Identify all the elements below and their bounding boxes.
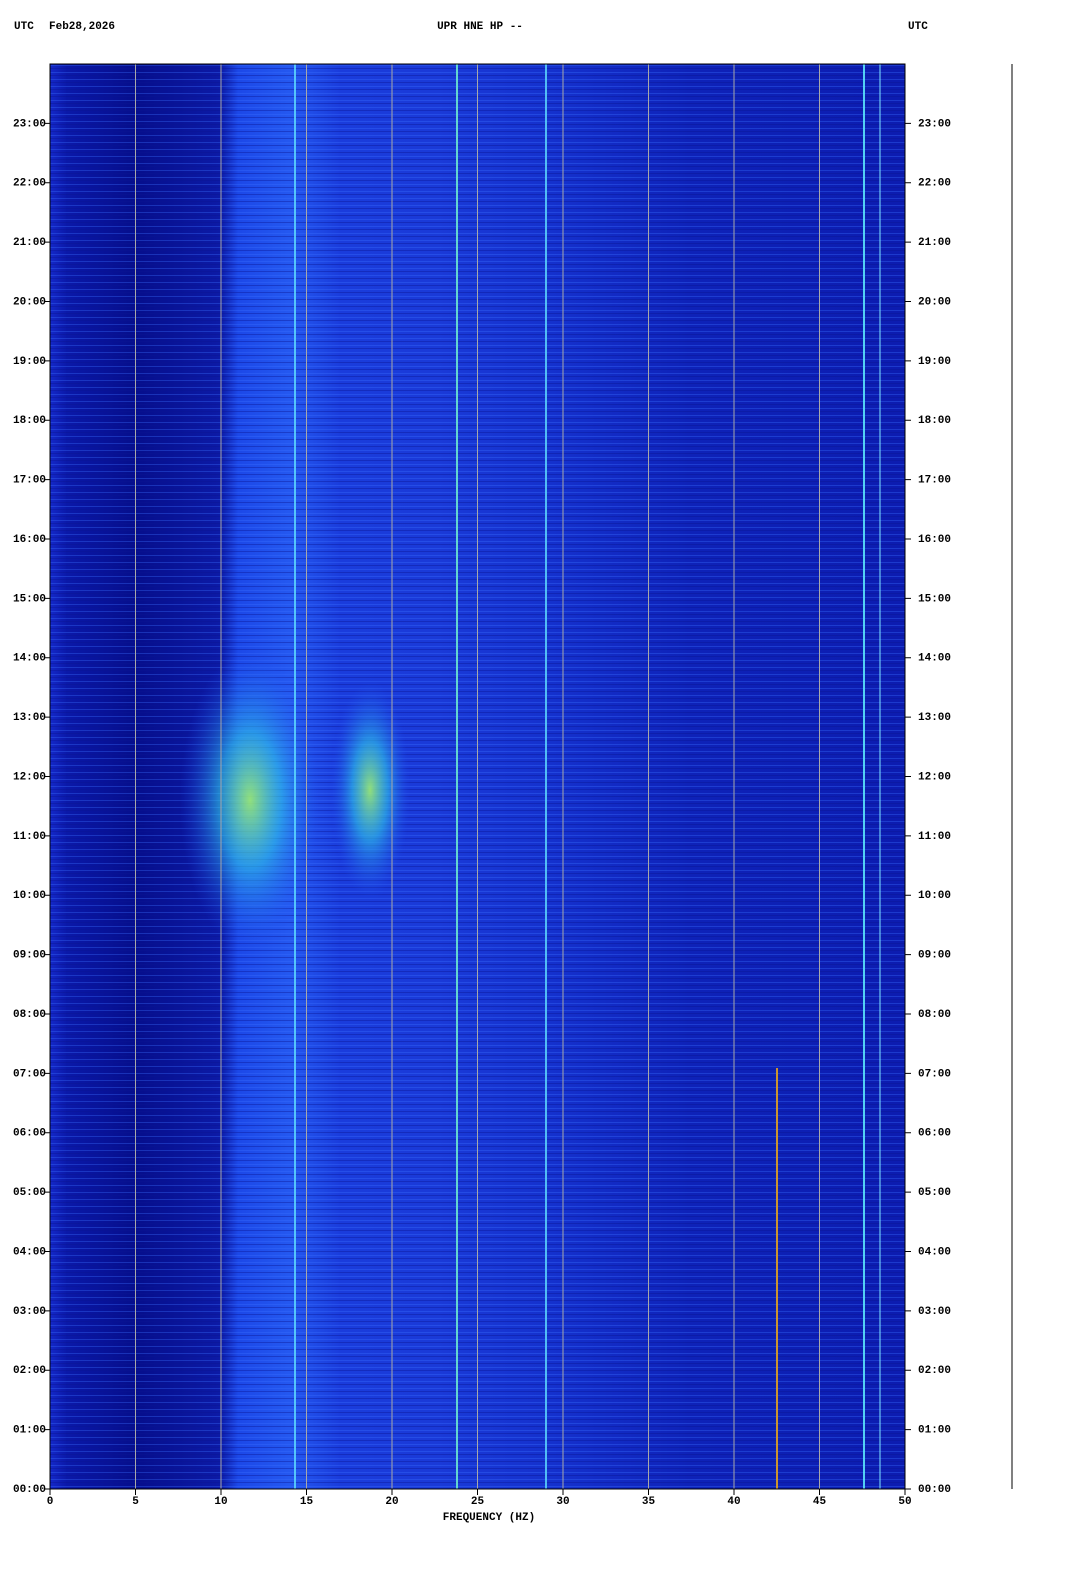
y-tick-label: 20:00 xyxy=(13,296,46,308)
x-tick-label: 45 xyxy=(813,1496,827,1508)
y-tick-label-right: 00:00 xyxy=(918,1484,951,1496)
y-tick-label-right: 01:00 xyxy=(918,1425,951,1437)
y-tick-label: 02:00 xyxy=(13,1365,46,1377)
y-tick-label-right: 10:00 xyxy=(918,890,951,902)
spectral-line xyxy=(545,64,547,1489)
spectral-line xyxy=(776,1068,778,1489)
y-tick-label-right: 23:00 xyxy=(918,118,951,130)
y-tick-label-right: 13:00 xyxy=(918,712,951,724)
y-tick-label: 14:00 xyxy=(13,653,46,665)
y-tick-label: 09:00 xyxy=(13,950,46,962)
y-tick-label-right: 22:00 xyxy=(918,178,951,190)
y-tick-label-right: 15:00 xyxy=(918,593,951,605)
y-tick-label: 18:00 xyxy=(13,415,46,427)
spectral-line xyxy=(456,64,458,1489)
x-axis-label: FREQUENCY (HZ) xyxy=(443,1512,535,1524)
y-tick-label-right: 05:00 xyxy=(918,1187,951,1199)
y-tick-label: 05:00 xyxy=(13,1187,46,1199)
y-tick-label: 04:00 xyxy=(13,1246,46,1258)
header-left: UTC xyxy=(14,21,34,33)
y-tick-label-right: 17:00 xyxy=(918,475,951,487)
y-tick-label-right: 06:00 xyxy=(918,1128,951,1140)
x-tick-label: 5 xyxy=(132,1496,139,1508)
y-tick-label-right: 03:00 xyxy=(918,1306,951,1318)
x-tick-label: 10 xyxy=(214,1496,227,1508)
y-tick-label-right: 18:00 xyxy=(918,415,951,427)
x-tick-label: 20 xyxy=(385,1496,398,1508)
x-tick-label: 0 xyxy=(47,1496,54,1508)
x-tick-label: 25 xyxy=(471,1496,485,1508)
x-tick-label: 15 xyxy=(300,1496,314,1508)
y-tick-label-right: 21:00 xyxy=(918,237,951,249)
y-tick-label: 06:00 xyxy=(13,1128,46,1140)
y-tick-label-right: 19:00 xyxy=(918,356,951,368)
y-tick-label-right: 02:00 xyxy=(918,1365,951,1377)
x-tick-label: 40 xyxy=(727,1496,740,1508)
y-tick-label: 11:00 xyxy=(13,831,46,843)
y-tick-label: 17:00 xyxy=(13,475,46,487)
y-tick-label: 22:00 xyxy=(13,178,46,190)
y-tick-label-right: 20:00 xyxy=(918,296,951,308)
y-tick-label: 23:00 xyxy=(13,118,46,130)
y-tick-label-right: 07:00 xyxy=(918,1068,951,1080)
energy-blob xyxy=(330,680,410,900)
y-tick-label: 19:00 xyxy=(13,356,46,368)
x-tick-label: 30 xyxy=(556,1496,569,1508)
y-tick-label-right: 04:00 xyxy=(918,1246,951,1258)
y-tick-label: 15:00 xyxy=(13,593,46,605)
chart-title: UPR HNE HP -- xyxy=(437,21,523,33)
x-tick-label: 35 xyxy=(642,1496,656,1508)
y-tick-label: 00:00 xyxy=(13,1484,46,1496)
x-tick-label: 50 xyxy=(898,1496,911,1508)
y-tick-label-right: 09:00 xyxy=(918,950,951,962)
spectral-line xyxy=(863,64,865,1489)
energy-blob xyxy=(180,650,320,950)
y-tick-label: 07:00 xyxy=(13,1068,46,1080)
y-tick-label-right: 14:00 xyxy=(918,653,951,665)
y-tick-label-right: 16:00 xyxy=(918,534,951,546)
spectral-line xyxy=(294,64,296,1489)
y-tick-label: 12:00 xyxy=(13,771,46,783)
y-tick-label: 01:00 xyxy=(13,1425,46,1437)
y-tick-label-right: 12:00 xyxy=(918,771,951,783)
spectral-line xyxy=(879,64,881,1489)
y-tick-label-right: 11:00 xyxy=(918,831,951,843)
header-right: UTC xyxy=(908,21,928,33)
y-tick-label: 08:00 xyxy=(13,1009,46,1021)
y-tick-label: 16:00 xyxy=(13,534,46,546)
y-tick-label: 21:00 xyxy=(13,237,46,249)
y-tick-label: 03:00 xyxy=(13,1306,46,1318)
y-tick-label: 13:00 xyxy=(13,712,46,724)
y-tick-label-right: 08:00 xyxy=(918,1009,951,1021)
y-tick-label: 10:00 xyxy=(13,890,46,902)
date: Feb28,2026 xyxy=(49,21,115,33)
